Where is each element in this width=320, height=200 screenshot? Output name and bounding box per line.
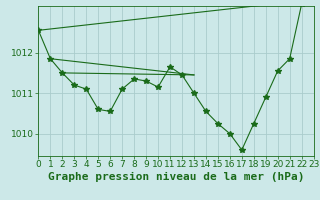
X-axis label: Graphe pression niveau de la mer (hPa): Graphe pression niveau de la mer (hPa) [48, 172, 304, 182]
